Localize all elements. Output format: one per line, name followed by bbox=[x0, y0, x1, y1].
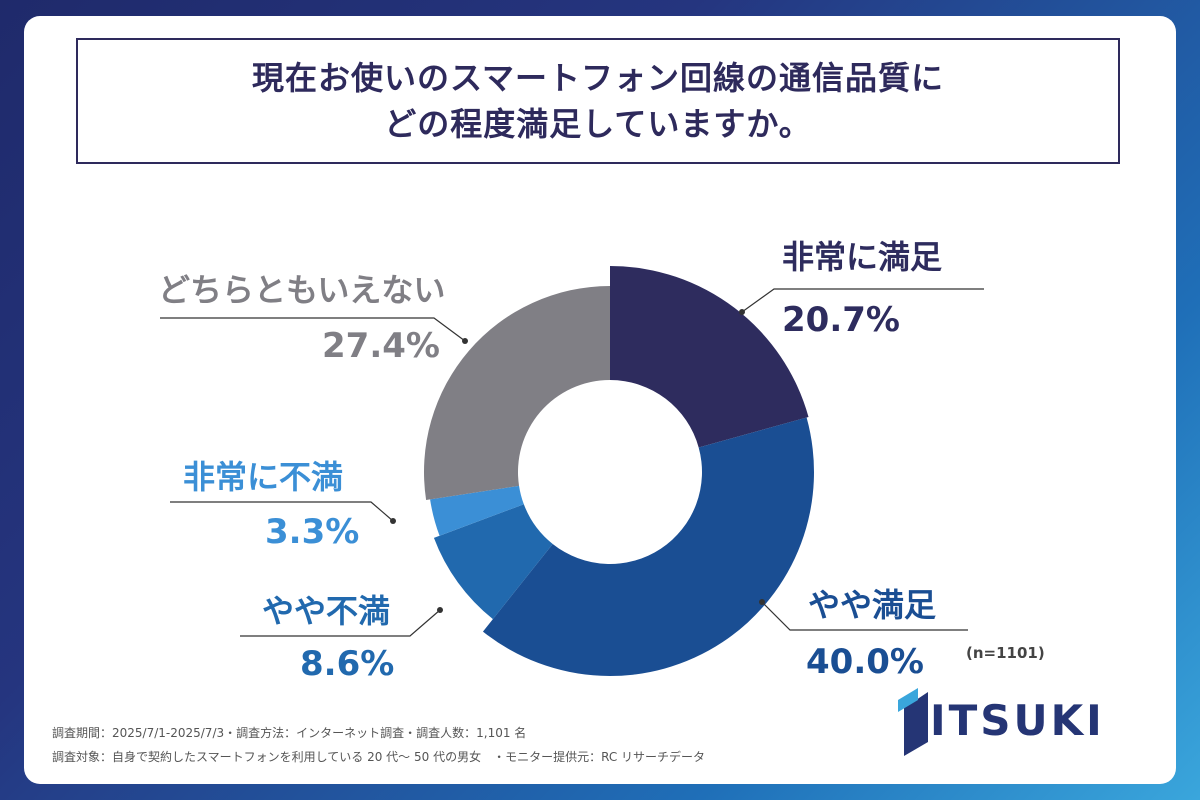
leader-neither-dot bbox=[462, 338, 468, 344]
sample-size-note: (n=1101) bbox=[966, 644, 1045, 662]
leader-very-dissatisfied-dot bbox=[390, 518, 396, 524]
value-neither: 27.4% bbox=[322, 326, 440, 366]
slice-very-dissatisfied bbox=[430, 485, 524, 536]
slice-neither bbox=[424, 286, 610, 500]
title-box: 現在お使いのスマートフォン回線の通信品質に どの程度満足していますか。 bbox=[76, 38, 1120, 164]
leader-very-satisfied bbox=[741, 288, 984, 313]
logo-text: ITSUKI bbox=[930, 696, 1105, 745]
leader-neither bbox=[160, 317, 466, 342]
slice-very-satisfied bbox=[610, 266, 809, 448]
title-line-1: 現在お使いのスマートフォン回線の通信品質に bbox=[251, 59, 945, 97]
leader-somewhat-satisfied-dot bbox=[759, 599, 765, 605]
slice-somewhat-dissatisfied bbox=[433, 504, 553, 620]
logo-mark-icon bbox=[898, 688, 928, 756]
value-very-dissatisfied: 3.3% bbox=[265, 512, 360, 552]
footer-survey-target: 調査対象：自身で契約したスマートフォンを利用している 20 代～ 50 代の男女… bbox=[52, 750, 706, 764]
chart-card: 現在お使いのスマートフォン回線の通信品質に どの程度満足していますか。 bbox=[24, 16, 1176, 784]
leader-somewhat-dissatisfied bbox=[240, 609, 441, 637]
label-somewhat-satisfied: やや満足 bbox=[808, 586, 937, 624]
value-somewhat-satisfied: 40.0% bbox=[806, 642, 924, 682]
footer-survey-period: 調査期間：2025/7/1-2025/7/3・調査方法：インターネット調査・調査… bbox=[52, 726, 527, 740]
itsuki-logo: ITSUKI bbox=[884, 686, 1124, 756]
label-neither: どちらともいえない bbox=[158, 271, 446, 309]
leader-very-satisfied-dot bbox=[739, 309, 745, 315]
label-somewhat-dissatisfied: やや不満 bbox=[262, 592, 391, 630]
value-very-satisfied: 20.7% bbox=[782, 300, 900, 340]
leader-somewhat-satisfied bbox=[761, 601, 968, 631]
label-very-dissatisfied: 非常に不満 bbox=[183, 458, 344, 496]
slice-somewhat-satisfied bbox=[482, 417, 814, 677]
leader-somewhat-dissatisfied-dot bbox=[437, 607, 443, 613]
title-line-2: どの程度満足していますか。 bbox=[384, 105, 812, 143]
label-very-satisfied: 非常に満足 bbox=[782, 238, 943, 276]
value-somewhat-dissatisfied: 8.6% bbox=[300, 644, 395, 684]
leader-very-dissatisfied bbox=[170, 501, 394, 522]
